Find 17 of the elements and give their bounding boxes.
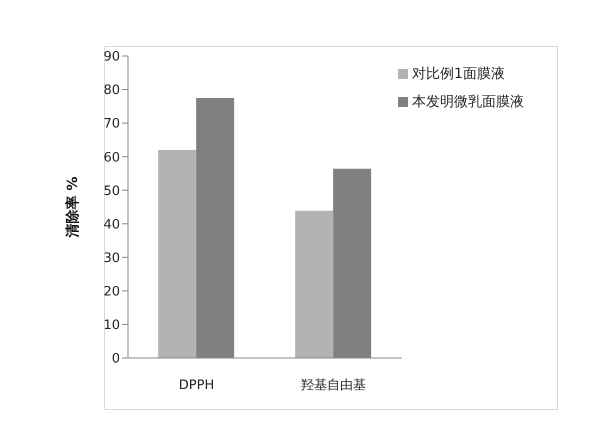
y-tick-label: 80 [103, 83, 120, 98]
y-tick-label: 70 [103, 116, 120, 132]
y-tick-label: 30 [103, 250, 120, 266]
x-tick-label: DPPH [178, 378, 214, 394]
legend-label: 本发明微乳面膜液 [412, 94, 524, 110]
y-tick-label: 60 [103, 150, 120, 166]
y-tick-label: 40 [103, 217, 120, 232]
bar [158, 150, 196, 358]
bar [295, 210, 334, 358]
legend-label: 对比例1面膜液 [412, 66, 505, 82]
y-tick-label: 0 [112, 352, 120, 367]
y-axis-title: 清除率 % [64, 176, 81, 238]
x-tick-label: 羟基自由基 [301, 378, 366, 394]
y-tick-label: 90 [103, 50, 120, 65]
y-tick-label: 50 [103, 184, 120, 199]
y-tick-label: 20 [103, 284, 120, 300]
y-tick-label: 10 [103, 318, 120, 334]
